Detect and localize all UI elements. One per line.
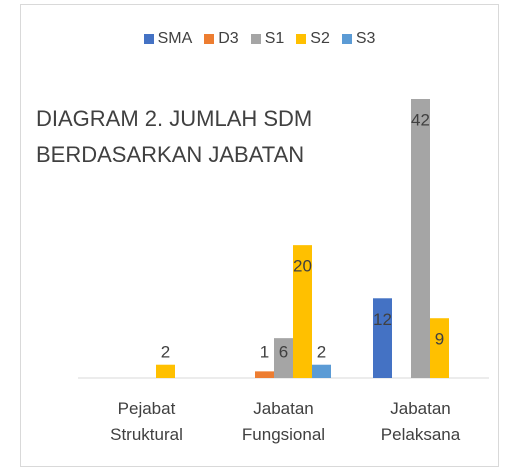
data-label: 42 [411, 110, 430, 129]
data-label: 12 [373, 310, 392, 329]
bar [293, 245, 312, 378]
title-line: BERDASARKAN JABATAN [36, 142, 305, 167]
legend-swatch [250, 34, 261, 44]
legend-label: D3 [218, 30, 239, 47]
legend: SMA D3 S1 S2 S3 [20, 30, 499, 48]
bar [274, 338, 293, 378]
data-label: 6 [279, 342, 288, 361]
bar [156, 364, 175, 378]
bar [430, 318, 449, 378]
legend-item: S1 [250, 30, 285, 48]
data-label: 1 [260, 342, 269, 361]
data-label: 20 [293, 257, 312, 276]
data-label: 2 [317, 342, 326, 361]
legend-swatch [296, 34, 307, 44]
data-label: 2 [161, 342, 170, 361]
data-label: 9 [435, 330, 444, 349]
title-line: DIAGRAM 2. JUMLAH SDM [36, 106, 313, 131]
bar [373, 298, 392, 378]
legend-item: SMA [143, 30, 193, 48]
legend-item: D3 [204, 30, 239, 48]
legend-label: SMA [157, 30, 193, 47]
chart-frame [20, 4, 499, 467]
x-tick-label: Jabatan Pelaksana [380, 399, 461, 444]
legend-label: S3 [355, 30, 376, 47]
chart-title: DIAGRAM 2. JUMLAH SDM BERDASARKAN JABATA… [36, 101, 312, 173]
x-tick-label: Jabatan Fungsional [241, 399, 326, 444]
legend-swatch [204, 34, 215, 44]
legend-swatch [143, 34, 154, 44]
x-tick-label: Pejabat Struktural [110, 399, 183, 444]
bar [255, 371, 274, 378]
legend-swatch [341, 34, 352, 44]
legend-item: S2 [296, 30, 330, 48]
bar [312, 364, 331, 378]
legend-item: S3 [341, 30, 376, 48]
bar [411, 99, 430, 378]
legend-label: S2 [310, 30, 330, 47]
legend-label: S1 [264, 30, 285, 47]
